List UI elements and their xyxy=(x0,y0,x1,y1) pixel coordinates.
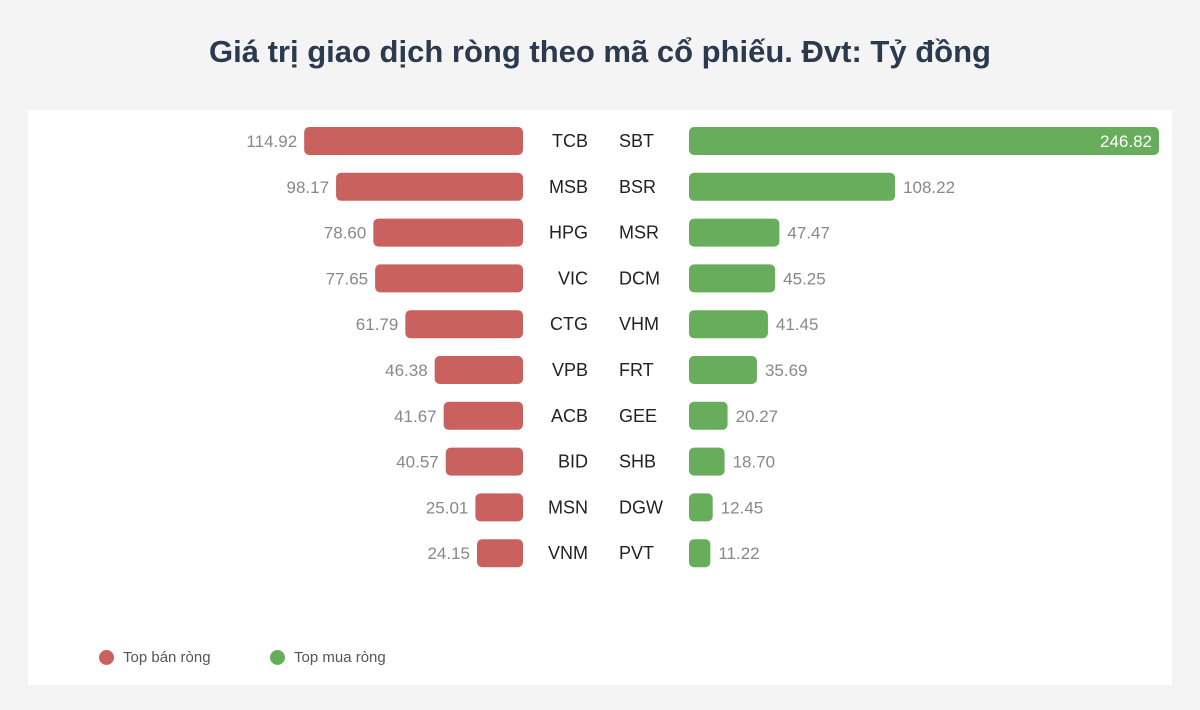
buy-ticker-label: DGW xyxy=(619,497,663,517)
sell-ticker-label: BID xyxy=(558,452,588,472)
sell-bar-vnm xyxy=(477,539,523,568)
buy-value-label: 45.25 xyxy=(783,269,826,288)
sell-ticker-label: CTG xyxy=(550,314,588,334)
buy-value-label: 12.45 xyxy=(721,498,764,517)
legend-sell-marker xyxy=(99,649,114,665)
sell-value-label: 77.65 xyxy=(326,269,369,288)
sell-value-label: 41.67 xyxy=(394,407,437,426)
buy-value-label: 108.22 xyxy=(903,178,955,197)
sell-ticker-label: TCB xyxy=(552,131,588,151)
buy-bar-vhm xyxy=(689,310,768,339)
buy-bar-bsr xyxy=(689,172,896,201)
sell-bar-tcb xyxy=(304,127,523,155)
buy-ticker-label: VHM xyxy=(619,314,659,334)
buy-value-label: 246.82 xyxy=(1100,132,1152,151)
sell-bar-ctg xyxy=(405,310,523,339)
sell-value-label: 78.60 xyxy=(324,224,367,243)
buy-value-label: 47.47 xyxy=(787,224,830,243)
buy-bar-gee xyxy=(689,401,728,430)
sell-bar-vic xyxy=(375,264,523,293)
buy-value-label: 35.69 xyxy=(765,361,808,380)
buy-bar-dcm xyxy=(689,264,776,293)
sell-value-label: 24.15 xyxy=(427,544,470,563)
buy-bar-frt xyxy=(689,356,757,384)
chart-title: Giá trị giao dịch ròng theo mã cổ phiếu.… xyxy=(209,34,991,69)
buy-bar-shb xyxy=(689,447,725,476)
buy-ticker-label: FRT xyxy=(619,360,654,380)
buy-ticker-label: SHB xyxy=(619,452,656,472)
sell-bar-msb xyxy=(336,172,523,201)
sell-value-label: 25.01 xyxy=(426,498,469,517)
sell-value-label: 40.57 xyxy=(396,453,439,472)
buy-ticker-label: DCM xyxy=(619,268,660,288)
buy-value-label: 41.45 xyxy=(776,315,819,334)
sell-ticker-label: ACB xyxy=(551,406,588,426)
legend-buy-marker xyxy=(270,649,285,665)
buy-ticker-label: PVT xyxy=(619,543,654,563)
legend-item-sell[interactable]: Top bán ròng xyxy=(99,647,211,667)
sell-ticker-label: VPB xyxy=(552,360,588,380)
buy-value-label: 20.27 xyxy=(736,407,779,426)
buy-ticker-label: GEE xyxy=(619,406,657,426)
sell-value-label: 61.79 xyxy=(356,315,399,334)
buy-value-label: 18.70 xyxy=(733,453,776,472)
sell-ticker-label: VIC xyxy=(558,268,588,288)
sell-bar-vpb xyxy=(434,356,523,384)
sell-ticker-label: VNM xyxy=(548,543,588,563)
legend-sell-label: Top bán ròng xyxy=(123,648,211,666)
buy-ticker-label: SBT xyxy=(619,131,654,151)
buy-bar-dgw xyxy=(689,493,713,522)
buy-bar-msr xyxy=(689,218,780,247)
chart-panel xyxy=(28,110,1172,685)
legend-item-buy[interactable]: Top mua ròng xyxy=(270,647,386,667)
sell-ticker-label: MSN xyxy=(548,497,588,517)
sell-ticker-label: HPG xyxy=(549,223,588,243)
legend-buy-label: Top mua ròng xyxy=(294,648,386,666)
buy-value-label: 11.22 xyxy=(718,544,759,563)
buy-bar-pvt xyxy=(689,539,711,568)
sell-bar-hpg xyxy=(373,218,523,247)
buy-bar-sbt xyxy=(689,127,1159,155)
sell-value-label: 114.92 xyxy=(246,132,297,151)
buy-ticker-label: MSR xyxy=(619,223,659,243)
sell-bar-acb xyxy=(443,401,523,430)
buy-ticker-label: BSR xyxy=(619,177,656,197)
sell-ticker-label: MSB xyxy=(549,177,588,197)
sell-value-label: 98.17 xyxy=(287,178,330,197)
sell-value-label: 46.38 xyxy=(385,361,428,380)
sell-bar-bid xyxy=(445,447,523,476)
sell-bar-msn xyxy=(475,493,523,522)
